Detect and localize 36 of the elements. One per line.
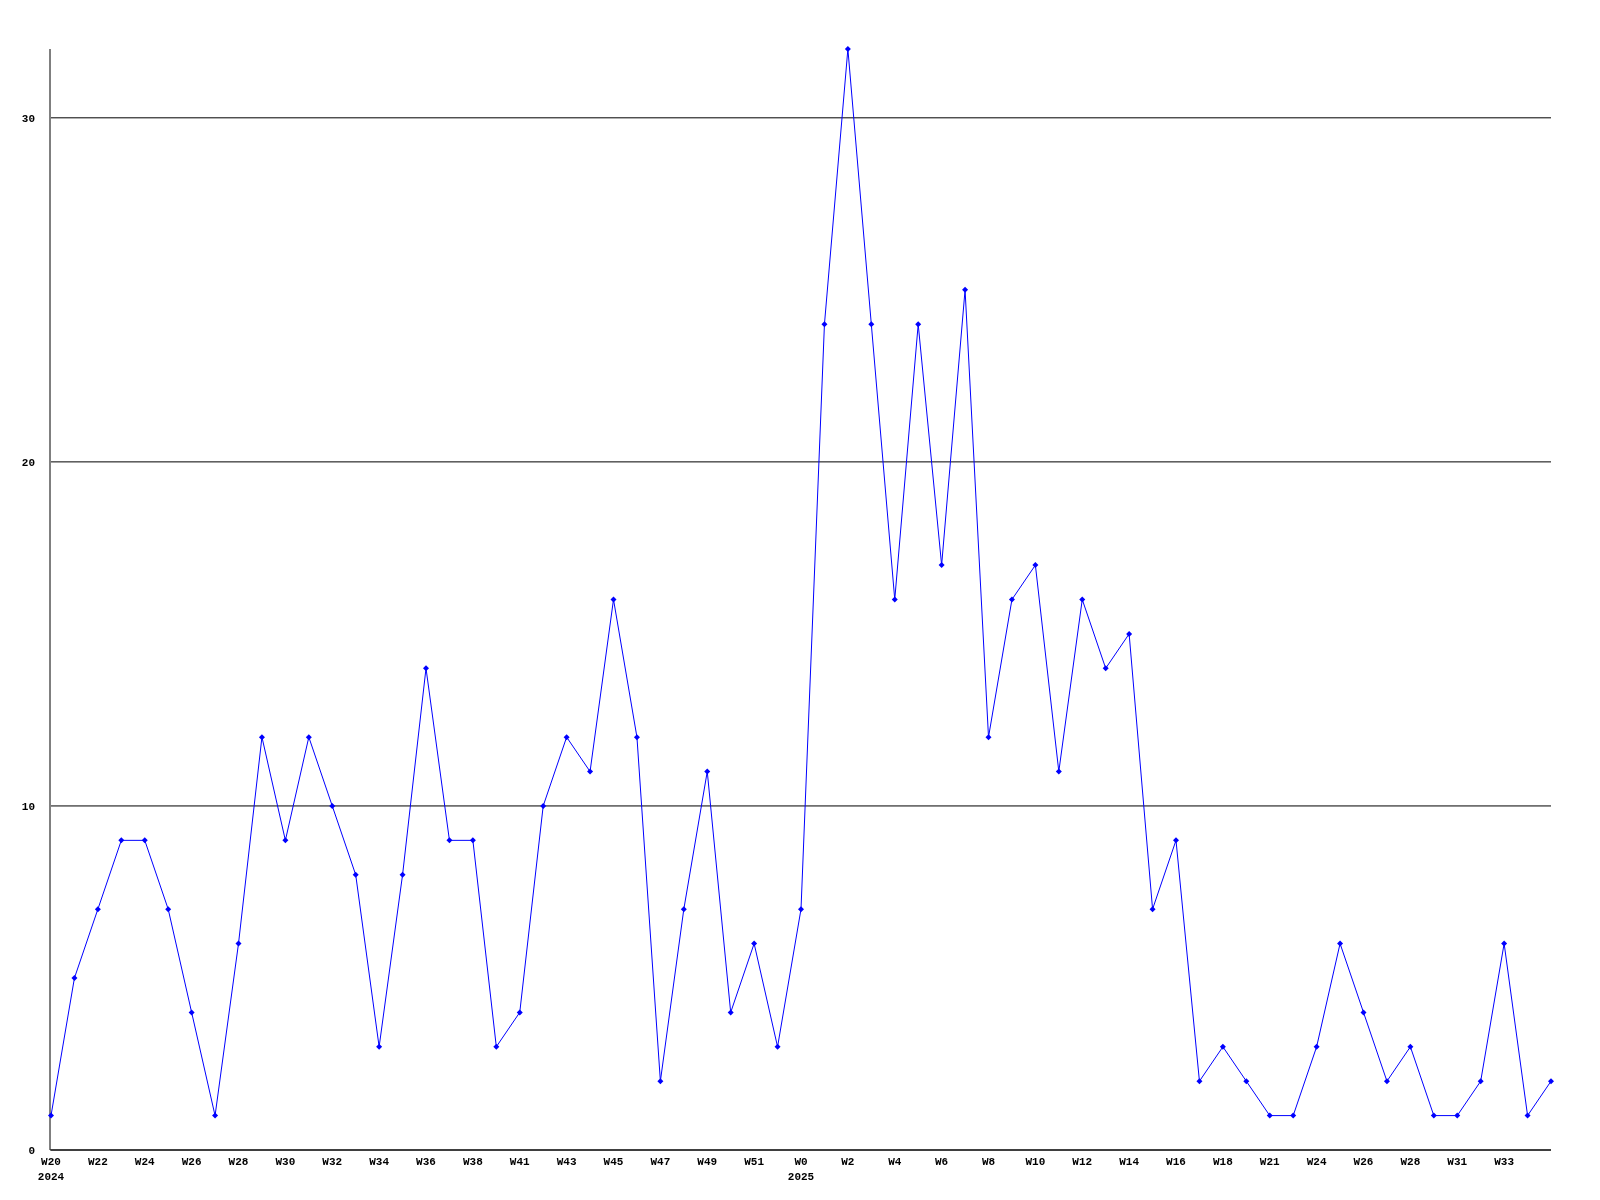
y-tick-label: 0 bbox=[28, 1144, 35, 1157]
x-tick-label: W33 bbox=[1494, 1156, 1515, 1168]
x-tick-label: W26 bbox=[181, 1156, 202, 1168]
x-tick-label: W0 2025 bbox=[787, 1156, 815, 1183]
x-tick-label: W30 bbox=[275, 1156, 296, 1168]
x-tick-label: W12 bbox=[1072, 1156, 1093, 1168]
x-tick-label: W26 bbox=[1353, 1156, 1374, 1168]
x-tick-label: W4 bbox=[888, 1156, 902, 1168]
y-tick-label: 10 bbox=[21, 800, 35, 813]
x-tick-label: W43 bbox=[556, 1156, 577, 1168]
x-tick-label: W45 bbox=[603, 1156, 624, 1168]
x-tick-label: W36 bbox=[416, 1156, 436, 1168]
x-tick-label: W32 bbox=[322, 1156, 343, 1168]
x-tick-label: W31 bbox=[1447, 1156, 1468, 1168]
x-tick-label: W28 bbox=[1400, 1156, 1421, 1168]
x-tick-label: W49 bbox=[697, 1156, 718, 1168]
x-tick-label: W18 bbox=[1212, 1156, 1234, 1168]
x-tick-label: W2 bbox=[841, 1156, 855, 1168]
x-tick-label: W20 2024 bbox=[37, 1156, 65, 1183]
x-tick-label: W21 bbox=[1259, 1156, 1281, 1168]
y-tick-label: 30 bbox=[21, 112, 35, 125]
x-tick-label: W6 bbox=[935, 1156, 949, 1168]
x-tick-label: W47 bbox=[650, 1156, 671, 1168]
x-tick-label: W24 bbox=[134, 1156, 156, 1168]
x-tick-label: W24 bbox=[1306, 1156, 1327, 1168]
x-tick-label: W14 bbox=[1119, 1156, 1140, 1168]
x-tick-label: W34 bbox=[369, 1156, 390, 1168]
x-tick-label: W38 bbox=[462, 1156, 484, 1168]
x-tick-label: W41 bbox=[509, 1156, 531, 1168]
x-tick-label: W51 bbox=[744, 1156, 765, 1168]
x-tick-label: W10 bbox=[1025, 1156, 1046, 1168]
x-tick-label: W22 bbox=[87, 1156, 108, 1168]
x-tick-label: W8 bbox=[981, 1156, 996, 1168]
y-tick-label: 20 bbox=[21, 456, 35, 469]
x-tick-label: W16 bbox=[1166, 1156, 1186, 1168]
x-tick-label: W28 bbox=[228, 1156, 249, 1168]
